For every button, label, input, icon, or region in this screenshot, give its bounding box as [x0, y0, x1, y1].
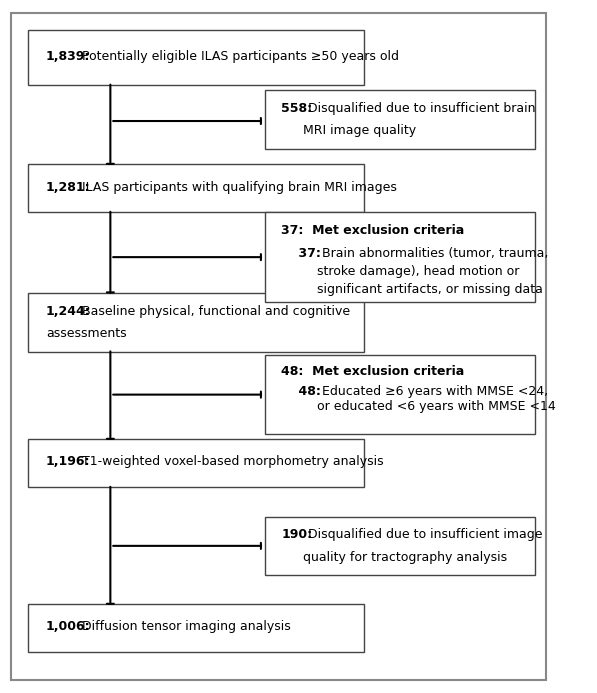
- Text: 37:: 37:: [281, 247, 321, 259]
- Text: 1,281:: 1,281:: [46, 180, 90, 193]
- Text: MRI image quality: MRI image quality: [303, 125, 416, 137]
- Text: or educated <6 years with MMSE <14: or educated <6 years with MMSE <14: [317, 401, 556, 414]
- FancyBboxPatch shape: [27, 604, 364, 652]
- FancyBboxPatch shape: [27, 30, 364, 85]
- FancyBboxPatch shape: [265, 90, 535, 149]
- FancyBboxPatch shape: [265, 213, 535, 302]
- Text: T1-weighted voxel-based morphometry analysis: T1-weighted voxel-based morphometry anal…: [74, 455, 384, 468]
- Text: stroke damage), head motion or: stroke damage), head motion or: [317, 265, 519, 278]
- Text: Disqualified due to insufficient image: Disqualified due to insufficient image: [300, 528, 543, 541]
- Text: ILAS participants with qualifying brain MRI images: ILAS participants with qualifying brain …: [74, 180, 397, 193]
- Text: 558:: 558:: [281, 102, 312, 115]
- FancyBboxPatch shape: [27, 164, 364, 213]
- Text: Disqualified due to insufficient brain: Disqualified due to insufficient brain: [300, 102, 536, 115]
- Text: 1,839:: 1,839:: [46, 50, 90, 63]
- Text: 1,006:: 1,006:: [46, 620, 90, 633]
- Text: Baseline physical, functional and cognitive: Baseline physical, functional and cognit…: [74, 305, 350, 317]
- Text: 37:  Met exclusion criteria: 37: Met exclusion criteria: [281, 225, 464, 237]
- FancyBboxPatch shape: [27, 293, 364, 351]
- FancyBboxPatch shape: [27, 439, 364, 487]
- Text: Diffusion tensor imaging analysis: Diffusion tensor imaging analysis: [74, 620, 291, 633]
- Text: assessments: assessments: [46, 327, 127, 340]
- Text: Potentially eligible ILAS participants ≥50 years old: Potentially eligible ILAS participants ≥…: [74, 50, 399, 63]
- Text: quality for tractography analysis: quality for tractography analysis: [303, 551, 507, 563]
- Text: 48:  Met exclusion criteria: 48: Met exclusion criteria: [281, 365, 464, 378]
- Text: Educated ≥6 years with MMSE <24,: Educated ≥6 years with MMSE <24,: [315, 385, 549, 398]
- FancyBboxPatch shape: [265, 355, 535, 434]
- Text: 1,244:: 1,244:: [46, 305, 91, 317]
- Text: significant artifacts, or missing data: significant artifacts, or missing data: [317, 283, 543, 296]
- Text: 48:: 48:: [281, 385, 321, 398]
- Text: Brain abnormalities (tumor, trauma,: Brain abnormalities (tumor, trauma,: [315, 247, 549, 259]
- Text: 190:: 190:: [281, 528, 312, 541]
- Text: 1,196:: 1,196:: [46, 455, 90, 468]
- FancyBboxPatch shape: [265, 517, 535, 575]
